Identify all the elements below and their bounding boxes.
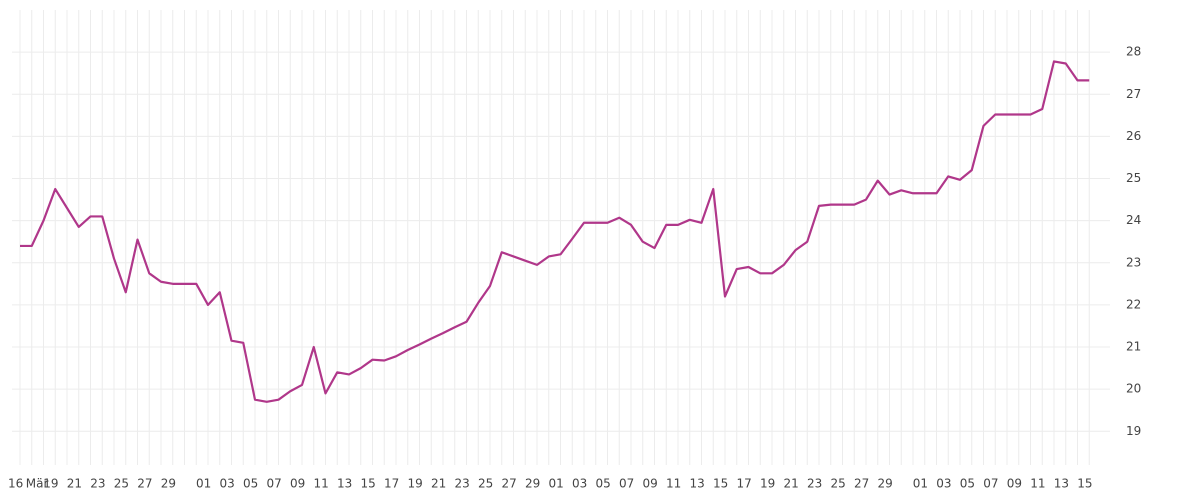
- y-tick-label: 26: [1126, 129, 1141, 143]
- x-tick-label: 03: [572, 477, 587, 491]
- y-tick-label: 28: [1126, 45, 1141, 59]
- x-tick-label: 29: [525, 477, 540, 491]
- x-tick-label: 16: [8, 477, 23, 491]
- x-tick-label: 25: [114, 477, 129, 491]
- y-tick-label: 23: [1126, 255, 1141, 269]
- x-tick-label: 11: [1030, 477, 1045, 491]
- y-tick-label: 19: [1126, 424, 1141, 438]
- x-tick-label: 01: [196, 477, 211, 491]
- x-tick-label: 21: [67, 477, 82, 491]
- x-tick-label: 11: [314, 477, 329, 491]
- x-tick-label: 11: [666, 477, 681, 491]
- x-tick-label: 09: [1007, 477, 1022, 491]
- x-tick-label: 07: [619, 477, 634, 491]
- x-tick-label: 21: [784, 477, 799, 491]
- x-tick-label: 13: [1054, 477, 1069, 491]
- x-tick-label: 01: [549, 477, 564, 491]
- x-tick-label: 29: [161, 477, 176, 491]
- x-tick-label: 05: [596, 477, 611, 491]
- x-tick-label: 13: [690, 477, 705, 491]
- x-tick-label: 23: [90, 477, 105, 491]
- x-tick-label: 17: [737, 477, 752, 491]
- x-tick-label: 23: [807, 477, 822, 491]
- y-tick-label: 25: [1126, 171, 1141, 185]
- x-tick-label: 17: [384, 477, 399, 491]
- y-tick-label: 21: [1126, 340, 1141, 354]
- x-tick-label: 23: [455, 477, 470, 491]
- x-tick-label: 07: [267, 477, 282, 491]
- x-tick-label: 05: [243, 477, 258, 491]
- x-tick-label: 09: [643, 477, 658, 491]
- x-tick-label: 27: [502, 477, 517, 491]
- x-tick-label: 25: [478, 477, 493, 491]
- x-tick-label: 13: [337, 477, 352, 491]
- y-tick-label: 27: [1126, 87, 1141, 101]
- x-tick-label: 27: [137, 477, 152, 491]
- x-tick-label: 03: [220, 477, 235, 491]
- y-tick-label: 24: [1126, 213, 1141, 227]
- x-tick-label: 03: [936, 477, 951, 491]
- x-tick-label: 21: [431, 477, 446, 491]
- x-tick-label: 15: [361, 477, 376, 491]
- x-tick-label: 29: [878, 477, 893, 491]
- y-tick-label: 20: [1126, 382, 1141, 396]
- x-tick-label: 01: [913, 477, 928, 491]
- x-tick-label: 15: [1077, 477, 1092, 491]
- x-tick-label: Mär: [26, 477, 49, 491]
- series-line: [20, 60, 1090, 403]
- x-tick-label: 09: [290, 477, 305, 491]
- x-tick-label: 15: [713, 477, 728, 491]
- x-tick-label: 19: [43, 477, 58, 491]
- x-tick-label: 07: [983, 477, 998, 491]
- x-tick-label: 19: [408, 477, 423, 491]
- x-tick-label: 25: [831, 477, 846, 491]
- x-tick-label: 27: [854, 477, 869, 491]
- y-tick-label: 22: [1126, 297, 1141, 311]
- x-tick-label: 19: [760, 477, 775, 491]
- x-tick-label: 05: [960, 477, 975, 491]
